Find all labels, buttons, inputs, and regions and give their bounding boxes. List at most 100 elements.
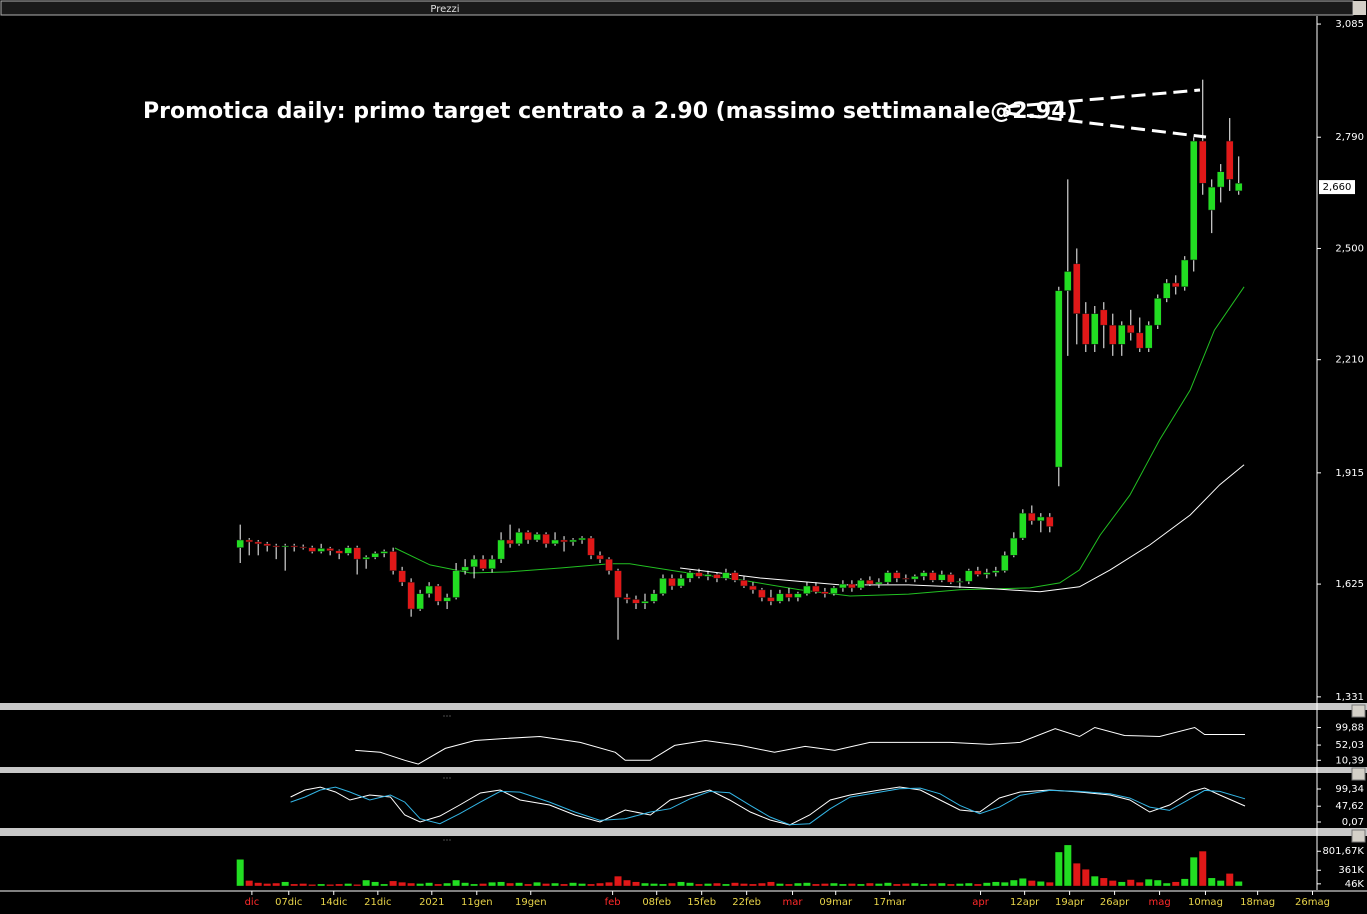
volume-bar — [704, 883, 712, 886]
candle-body — [668, 578, 676, 587]
volume-bar — [785, 884, 793, 886]
annotation-arrow — [1005, 88, 1207, 139]
x-tick-label: 11gen — [461, 897, 493, 908]
annotation-text: Promotica daily: primo target centrato a… — [143, 99, 1077, 124]
volume-bar — [524, 884, 532, 886]
volume-bar — [1037, 881, 1045, 886]
candle-body — [749, 585, 757, 591]
candle-body — [812, 585, 820, 593]
volume-bar — [1046, 882, 1054, 886]
volume-bar — [1001, 882, 1009, 886]
volume-bar — [497, 881, 505, 886]
candle-body — [920, 572, 928, 577]
x-tick-label: 17mar — [873, 897, 907, 908]
candle-body — [740, 580, 748, 587]
indicator-line — [355, 726, 1245, 765]
candle-body — [470, 558, 478, 568]
volume-bar — [452, 880, 460, 886]
x-tick-label: 26apr — [1100, 897, 1130, 908]
volume-bar — [398, 882, 406, 886]
candle-body — [596, 555, 604, 560]
panel-button[interactable] — [1351, 704, 1366, 718]
volume-bar — [992, 881, 1000, 886]
volume-bar — [1163, 883, 1171, 886]
volume-bar — [236, 859, 244, 886]
candle-body — [1019, 512, 1027, 539]
volume-bar — [740, 883, 748, 886]
candle-body — [1082, 313, 1090, 345]
volume-bar — [758, 883, 766, 886]
candle-body — [659, 578, 667, 594]
candle-body — [830, 587, 838, 594]
candle-body — [1136, 332, 1144, 349]
x-tick-label: 22feb — [732, 897, 761, 908]
volume-bar — [875, 883, 883, 886]
volume-bar — [866, 883, 874, 886]
separator[interactable] — [0, 767, 1367, 773]
candle-body — [335, 550, 343, 554]
volume-bar — [344, 883, 352, 886]
candle-body — [317, 548, 325, 552]
x-tick-label: 2021 — [419, 897, 444, 908]
candle-body — [1127, 324, 1135, 334]
volume-bar — [677, 881, 685, 886]
candle-body — [506, 539, 514, 545]
candle-body — [686, 572, 694, 579]
candle-body — [1064, 271, 1072, 291]
x-tick-label: 08feb — [642, 897, 671, 908]
x-tick-label: dic — [245, 897, 260, 908]
volume-bar — [1028, 880, 1036, 886]
volume-bar — [884, 882, 892, 886]
candle-body — [1010, 537, 1018, 556]
volume-bar — [416, 883, 424, 886]
y-tick-label: 2,790 — [1335, 132, 1364, 143]
last-price-label: 2,660 — [1323, 182, 1352, 193]
volume-bar — [515, 882, 523, 886]
candle-body — [1001, 555, 1009, 571]
candle-body — [308, 547, 316, 552]
volume-bar — [1091, 876, 1099, 886]
y-tick-label: 361K — [1338, 865, 1364, 876]
volume-bar — [983, 882, 991, 886]
candle-body — [902, 578, 910, 580]
candle-body — [713, 574, 721, 579]
x-tick-label: 09mar — [819, 897, 853, 908]
volume-bar — [299, 883, 307, 886]
volume-bar — [776, 883, 784, 886]
candle-body — [983, 572, 991, 575]
volume-bar — [920, 884, 928, 886]
volume-bar — [254, 882, 262, 886]
volume-bar — [245, 880, 253, 886]
candle-body — [785, 593, 793, 598]
candle-body — [263, 543, 271, 546]
y-tick-label: 0,07 — [1342, 817, 1364, 828]
volume-bar — [965, 883, 973, 886]
volume-bar — [335, 884, 343, 886]
y-tick-label: 1,915 — [1335, 468, 1364, 479]
candle-body — [767, 597, 775, 602]
volume-bar — [974, 884, 982, 886]
y-tick-label: 2,210 — [1335, 355, 1364, 366]
indicator-line — [680, 464, 1245, 593]
candle-body — [731, 572, 739, 581]
x-tick-label: 12apr — [1010, 897, 1040, 908]
candle-body — [542, 533, 550, 545]
volume-bar — [1199, 851, 1207, 886]
candle-body — [272, 545, 280, 548]
separator[interactable] — [0, 828, 1367, 836]
volume-bar — [812, 884, 820, 886]
volume-bar — [1109, 880, 1117, 886]
candle-body — [479, 558, 487, 569]
volume-bar — [839, 884, 847, 886]
header-button[interactable] — [1353, 1, 1366, 15]
volume-bar — [668, 883, 676, 886]
panel-button[interactable] — [1351, 829, 1366, 843]
volume-bar — [632, 881, 640, 886]
separator[interactable] — [0, 703, 1367, 710]
candle-body — [245, 539, 253, 543]
indicator-line — [290, 786, 1246, 826]
panel-button[interactable] — [1351, 767, 1366, 781]
candle-body — [524, 532, 532, 541]
panel-bg — [0, 836, 1317, 890]
